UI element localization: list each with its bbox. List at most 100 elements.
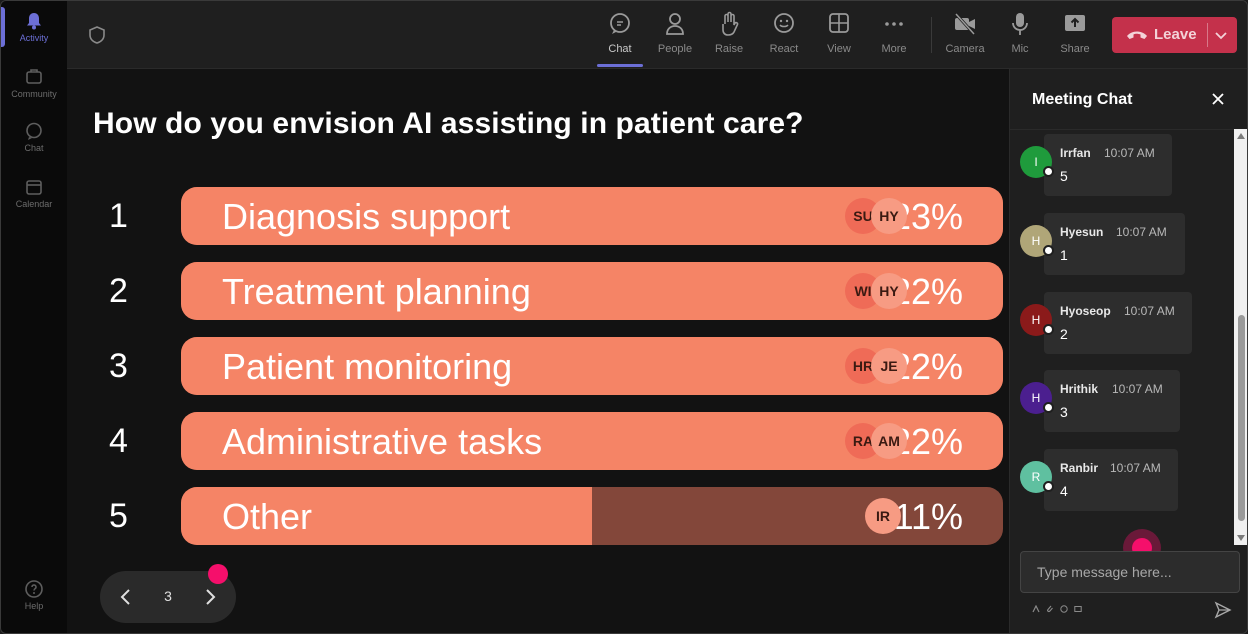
rail-item-label: Activity [19, 33, 49, 43]
voter-avatar: HY [871, 273, 907, 309]
view-icon [829, 13, 849, 33]
rail-item-activity[interactable]: Activity [1, 11, 67, 59]
rail-active-indicator [1, 7, 5, 47]
message-text: 2 [1060, 326, 1068, 342]
option-number: 2 [109, 272, 128, 310]
tool-label: View [827, 43, 851, 55]
message-input[interactable] [1021, 552, 1239, 592]
poll-question: How do you envision AI assisting in pati… [93, 107, 804, 140]
poll-option[interactable]: 4 Administrative tasks RA AM 22% [67, 412, 1009, 470]
sender-avatar: H [1020, 304, 1054, 336]
share-icon [1065, 15, 1085, 31]
tool-react[interactable]: React [759, 11, 809, 67]
people-icon [666, 13, 684, 35]
voter-avatar: AM [871, 423, 907, 459]
chat-message-list: Irrfan 10:07 AM 5 I Hyesun 10:07 AM 1 H Hyoseop 1… [1010, 129, 1234, 545]
message-text: 4 [1060, 483, 1068, 499]
gif-icon[interactable] [1074, 605, 1082, 613]
tool-label: Share [1060, 43, 1090, 55]
shield-icon [89, 26, 105, 44]
option-bar-fill [181, 487, 592, 545]
sender-avatar: R [1020, 461, 1054, 493]
presence-indicator [1043, 402, 1054, 413]
chevron-down-icon[interactable] [1213, 27, 1229, 43]
tool-label: Chat [608, 43, 632, 55]
option-bar: Patient monitoring HR JE 22% [181, 337, 1003, 395]
emoji-icon[interactable] [1060, 605, 1068, 613]
option-number: 5 [109, 497, 128, 535]
chat-icon [610, 13, 630, 34]
tool-view[interactable]: View [814, 11, 864, 67]
sender-name: Hyesun [1060, 225, 1104, 239]
poll-option[interactable]: 3 Patient monitoring HR JE 22% [67, 337, 1009, 395]
sender-name: Hrithik [1060, 382, 1099, 396]
rail-item-label: Calendar [15, 199, 53, 209]
attach-icon[interactable] [1046, 605, 1054, 613]
message-text: 5 [1060, 168, 1068, 184]
close-icon[interactable] [1210, 91, 1226, 107]
rail-item-chat[interactable]: Chat [1, 121, 67, 169]
pointer-marker [208, 564, 228, 584]
format-icon[interactable] [1032, 605, 1040, 613]
option-label: Administrative tasks [222, 421, 543, 462]
voter-avatar: IR [865, 498, 901, 534]
chat-icon [26, 122, 42, 140]
tool-raise[interactable]: Raise [704, 11, 754, 67]
rail-item-help[interactable]: Help [1, 579, 67, 627]
poll-option[interactable]: 1 Diagnosis support SU HY 23% [67, 187, 1009, 245]
presence-indicator [1043, 324, 1054, 335]
chevron-right-icon[interactable] [200, 587, 220, 607]
poll-stage: How do you envision AI assisting in pati… [67, 69, 1009, 633]
tool-share[interactable]: Share [1050, 11, 1100, 67]
chat-message[interactable]: Hrithik 10:07 AM 3 [1044, 370, 1180, 432]
chat-message[interactable]: Ranbir 10:07 AM 4 [1044, 449, 1178, 511]
bell-icon [27, 13, 41, 30]
poll-option[interactable]: 2 Treatment planning WI HY 22% [67, 262, 1009, 320]
option-bar: Other IR 11% [181, 487, 1003, 545]
tool-label: People [657, 43, 693, 55]
voter-avatar: JE [871, 348, 907, 384]
tool-people[interactable]: People [650, 11, 700, 67]
scroll-thumb[interactable] [1238, 315, 1245, 521]
tool-label: React [769, 43, 799, 55]
avatar-initial: H [1031, 313, 1041, 327]
chat-message[interactable]: Irrfan 10:07 AM 5 [1044, 134, 1172, 196]
calendar-icon [26, 180, 42, 195]
presence-indicator [1043, 245, 1054, 256]
poll-option[interactable]: 5 Other IR 11% [67, 487, 1009, 545]
rail-item-community[interactable]: Community [1, 67, 67, 115]
scroll-down-arrow[interactable] [1237, 535, 1245, 541]
tool-chat[interactable]: Chat [595, 11, 645, 67]
tool-more[interactable]: More [869, 11, 919, 67]
raise-hand-icon [722, 11, 739, 36]
option-bar: Treatment planning WI HY 22% [181, 262, 1003, 320]
option-percent: 11% [893, 496, 963, 537]
scroll-up-arrow[interactable] [1237, 133, 1245, 139]
message-time: 10:07 AM [1116, 225, 1167, 239]
avatar-initial: I [1034, 155, 1038, 169]
sender-avatar: H [1020, 225, 1054, 257]
community-icon [26, 69, 42, 84]
option-number: 3 [109, 347, 128, 385]
tool-mic[interactable]: Mic [995, 11, 1045, 67]
chat-message[interactable]: Hyoseop 10:07 AM 2 [1044, 292, 1192, 354]
page-number: 3 [164, 588, 172, 604]
chat-message[interactable]: Hyesun 10:07 AM 1 [1044, 213, 1185, 275]
sender-name: Irrfan [1060, 146, 1091, 160]
leave-button[interactable]: Leave [1112, 17, 1237, 53]
chevron-left-icon[interactable] [116, 587, 136, 607]
tool-label: Mic [1011, 43, 1029, 55]
rail-item-label: Help [24, 601, 44, 611]
send-icon[interactable] [1214, 601, 1232, 619]
help-icon [25, 580, 43, 598]
avatar-initial: H [1031, 234, 1041, 248]
rail-item-label: Chat [24, 143, 44, 153]
hang-up-icon [1127, 31, 1147, 39]
tool-label: Camera [945, 43, 985, 55]
meeting-toolbar: Chat People Raise React View More Camera [67, 1, 1247, 69]
rail-item-calendar[interactable]: Calendar [1, 177, 67, 225]
sender-avatar: I [1020, 146, 1054, 178]
chat-scrollbar[interactable] [1234, 129, 1247, 545]
option-number: 4 [109, 422, 128, 460]
tool-camera[interactable]: Camera [940, 11, 990, 67]
